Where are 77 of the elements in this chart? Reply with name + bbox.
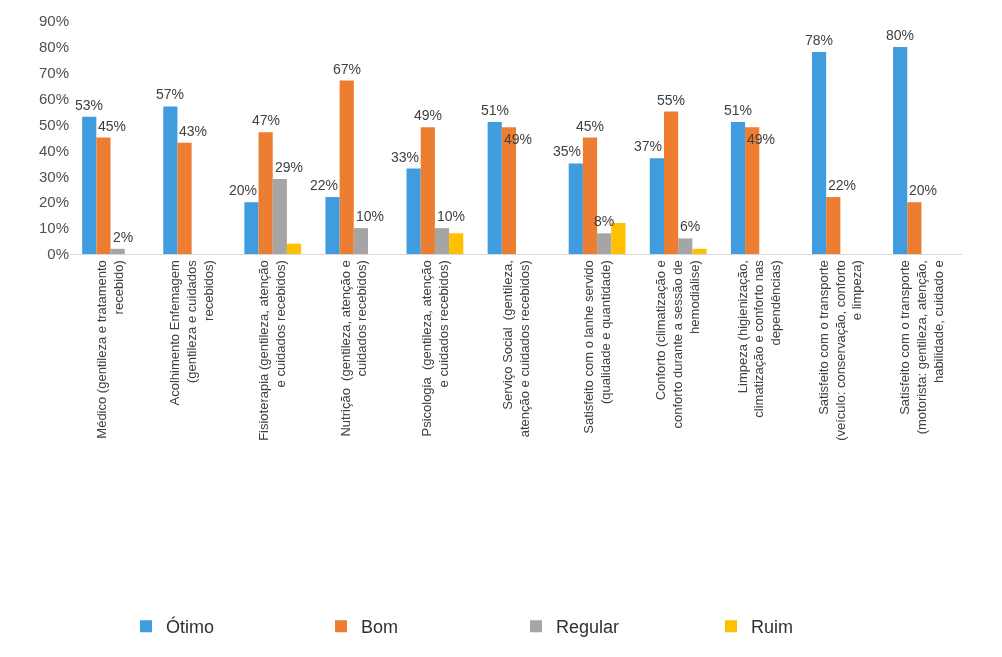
bar bbox=[339, 80, 354, 254]
y-tick-label: 80% bbox=[38, 38, 69, 56]
y-tick-label: 0% bbox=[47, 245, 69, 263]
bar bbox=[907, 202, 922, 254]
data-label: 20% bbox=[229, 182, 258, 198]
data-label: 2% bbox=[113, 229, 134, 245]
legend-label: Ótimo bbox=[166, 616, 215, 638]
x-tick-label: Limpeza (higienização, climatização e conforto nas dependências) bbox=[734, 259, 784, 418]
data-label: 22% bbox=[310, 177, 339, 193]
data-label: 78% bbox=[805, 32, 834, 48]
data-label: 33% bbox=[391, 149, 420, 165]
data-label: 45% bbox=[576, 118, 605, 134]
bar bbox=[692, 248, 707, 254]
y-tick-label: 70% bbox=[38, 64, 69, 82]
x-tick-label: Conforto (climatização e conforto durante a sessão de hemodiálise) bbox=[653, 260, 703, 429]
x-tick-label: Satisfeito com o transporte (veículo: conservação, conforto e limpeza) bbox=[815, 260, 865, 441]
data-label: 45% bbox=[98, 118, 127, 134]
data-label: 47% bbox=[252, 112, 281, 128]
data-label: 67% bbox=[333, 61, 362, 77]
x-tick-label: Serviço Social (gentileza, atenção e cuidados recebidos) bbox=[499, 260, 532, 438]
bar bbox=[353, 228, 369, 254]
data-label: 6% bbox=[680, 218, 701, 234]
data-label: 51% bbox=[724, 102, 753, 118]
data-label: 20% bbox=[909, 182, 938, 198]
data-label: 80% bbox=[886, 27, 915, 43]
y-tick-label: 10% bbox=[38, 219, 69, 237]
bar bbox=[244, 202, 259, 254]
bar bbox=[568, 163, 583, 254]
data-label: 43% bbox=[179, 123, 208, 139]
bar bbox=[406, 168, 421, 254]
data-label: 22% bbox=[828, 177, 857, 193]
data-label: 35% bbox=[553, 143, 582, 159]
x-tick-label: Médico (gentileza e tratamento recebido) bbox=[94, 260, 127, 439]
data-label: 37% bbox=[634, 138, 663, 154]
y-tick-label: 40% bbox=[38, 141, 69, 159]
bar bbox=[82, 116, 97, 254]
bar bbox=[649, 158, 664, 254]
x-tick-label: Satisfeito com o lanhe servido (qualidade e quantidade) bbox=[580, 260, 613, 434]
x-tick-label: Nutrição (gentileza, atenção e cuidados recebidos) bbox=[337, 260, 370, 437]
y-tick-label: 20% bbox=[38, 193, 69, 211]
bar bbox=[826, 197, 841, 254]
bar bbox=[811, 52, 827, 254]
bar bbox=[730, 121, 746, 254]
x-tick-label: Fisioterapia (gentileza, atenção e cuidados recebidos) bbox=[256, 260, 289, 441]
bar bbox=[487, 121, 502, 254]
legend-label: Bom bbox=[361, 617, 399, 638]
bar bbox=[272, 178, 287, 254]
data-label: 55% bbox=[657, 92, 686, 108]
bar bbox=[434, 228, 450, 254]
bar bbox=[663, 111, 679, 254]
data-label: 29% bbox=[275, 159, 304, 175]
legend-label: Regular bbox=[556, 617, 620, 638]
bar bbox=[286, 243, 302, 254]
bar bbox=[96, 137, 111, 254]
data-label: 51% bbox=[481, 102, 510, 118]
y-tick-label: 50% bbox=[38, 115, 69, 133]
legend-label: Ruim bbox=[751, 617, 794, 638]
bar bbox=[258, 132, 273, 254]
bar bbox=[110, 248, 125, 254]
bar bbox=[420, 127, 435, 254]
bar bbox=[449, 233, 464, 254]
y-tick-label: 60% bbox=[38, 89, 69, 107]
data-label: 10% bbox=[437, 208, 466, 224]
x-tick-label: Acolhimento Enfemagem (gentileza e cuidados recebidos) bbox=[166, 259, 216, 406]
data-label: 57% bbox=[156, 86, 185, 102]
data-label: 49% bbox=[414, 107, 443, 123]
bar bbox=[597, 233, 612, 254]
y-tick-label: 30% bbox=[38, 167, 69, 185]
bar bbox=[893, 46, 908, 254]
bar bbox=[678, 238, 693, 254]
bar bbox=[163, 106, 178, 254]
y-tick-label: 90% bbox=[38, 12, 69, 30]
data-label: 10% bbox=[356, 208, 385, 224]
x-tick-label: Psicologia (gentileza, atenção e cuidados recebidos) bbox=[418, 260, 451, 437]
bar bbox=[177, 142, 192, 254]
bar bbox=[325, 197, 340, 254]
data-label: 53% bbox=[75, 97, 104, 113]
